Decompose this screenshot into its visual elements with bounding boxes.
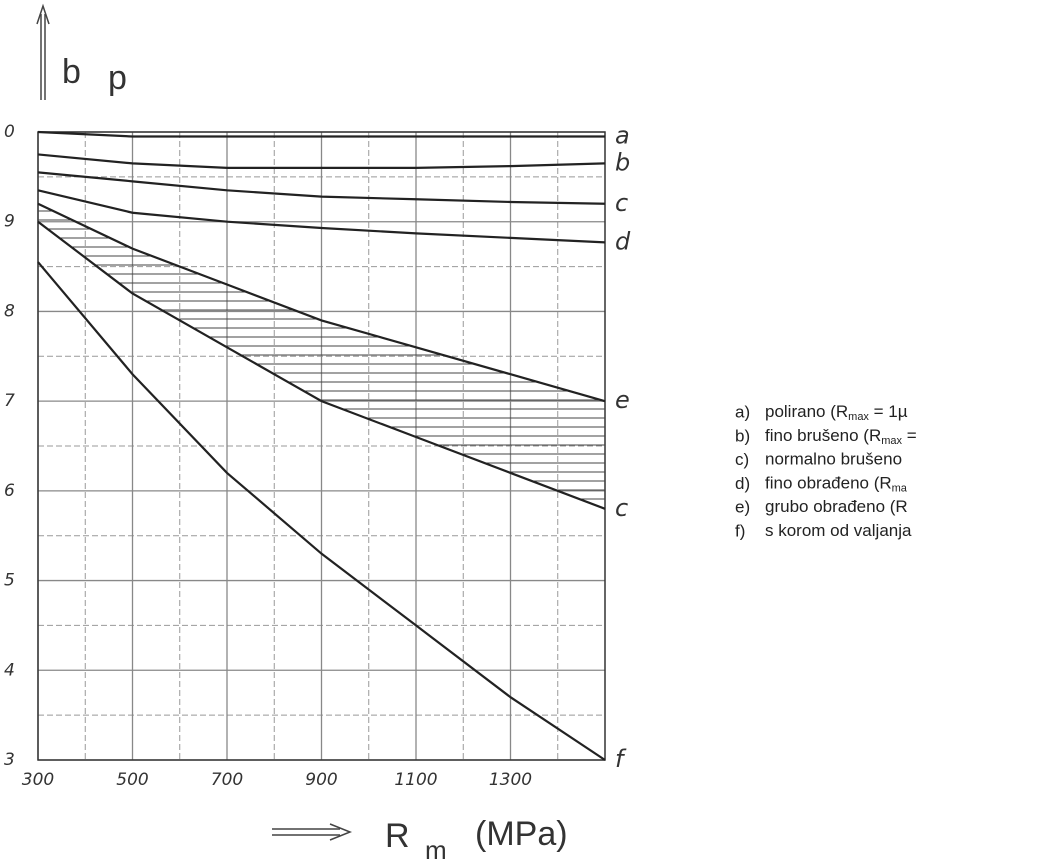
legend-letter: b): [735, 426, 750, 445]
legend-text: polirano (Rmax = 1µ: [765, 402, 908, 422]
curve-label: c: [615, 494, 628, 522]
legend-main: normalno brušeno: [765, 450, 902, 469]
y-tick-label: 0: [4, 122, 15, 142]
curve: [37, 153, 606, 169]
legend-text: grubo obrađeno (R: [765, 498, 908, 517]
y-tick-label: 6: [4, 481, 15, 501]
legend-text: s korom od valjanja: [765, 521, 912, 540]
legend-main: fino obrađeno (R: [765, 474, 892, 493]
x-label-sub: m: [425, 835, 447, 863]
x-tick-label: 300: [22, 770, 54, 790]
legend-sub: max: [848, 411, 869, 423]
y-tick-label: 4: [4, 660, 15, 680]
curve: [37, 189, 606, 244]
curve: [37, 130, 605, 138]
legend-letter: c): [735, 450, 749, 469]
legend-main: s korom od valjanja: [765, 521, 912, 540]
y-arrow: [36, 3, 50, 100]
x-unit: (MPa): [475, 815, 568, 853]
curve-label: d: [615, 227, 631, 255]
legend-letter: f): [735, 521, 745, 540]
y-tick-label: 5: [4, 571, 15, 591]
curve-label: f: [615, 745, 627, 773]
y-label-sub: p: [108, 59, 127, 97]
legend-text: normalno brušeno: [765, 450, 902, 469]
curve: [37, 220, 606, 510]
legend-sub: max: [881, 435, 902, 447]
y-tick-label: 3: [4, 750, 15, 770]
y-label: b: [62, 53, 81, 91]
curve: [37, 171, 606, 205]
x-arrow: [272, 823, 353, 841]
curve-label: c: [615, 189, 628, 217]
x-tick-label: 500: [116, 770, 148, 790]
x-tick-label: 1300: [489, 770, 532, 790]
legend-text: fino obrađeno (Rma: [765, 474, 908, 494]
x-tick-label: 700: [211, 770, 243, 790]
legend-sub: ma: [892, 482, 908, 494]
legend-main: fino brušeno (R: [765, 426, 881, 445]
legend-rest: =: [902, 426, 917, 445]
legend-main: polirano (R: [765, 402, 848, 421]
curve: [37, 202, 606, 403]
legend-rest: = 1µ: [869, 402, 908, 421]
curve-label: e: [615, 386, 630, 414]
curve-label: a: [615, 121, 630, 149]
legend-letter: a): [735, 402, 750, 421]
y-tick-label: 7: [4, 391, 15, 411]
hatched-band: [38, 203, 605, 509]
legend-text: fino brušeno (Rmax =: [765, 426, 917, 446]
curve: [37, 261, 606, 761]
y-tick-label: 9: [4, 212, 15, 232]
legend-letter: e): [735, 498, 750, 517]
x-tick-label: 900: [305, 770, 337, 790]
x-tick-label: 1100: [394, 770, 437, 790]
legend-letter: d): [735, 474, 750, 493]
curve-label: b: [615, 148, 630, 176]
legend-main: grubo obrađeno (R: [765, 498, 908, 517]
x-label: R: [385, 817, 410, 855]
y-tick-label: 8: [4, 301, 15, 321]
